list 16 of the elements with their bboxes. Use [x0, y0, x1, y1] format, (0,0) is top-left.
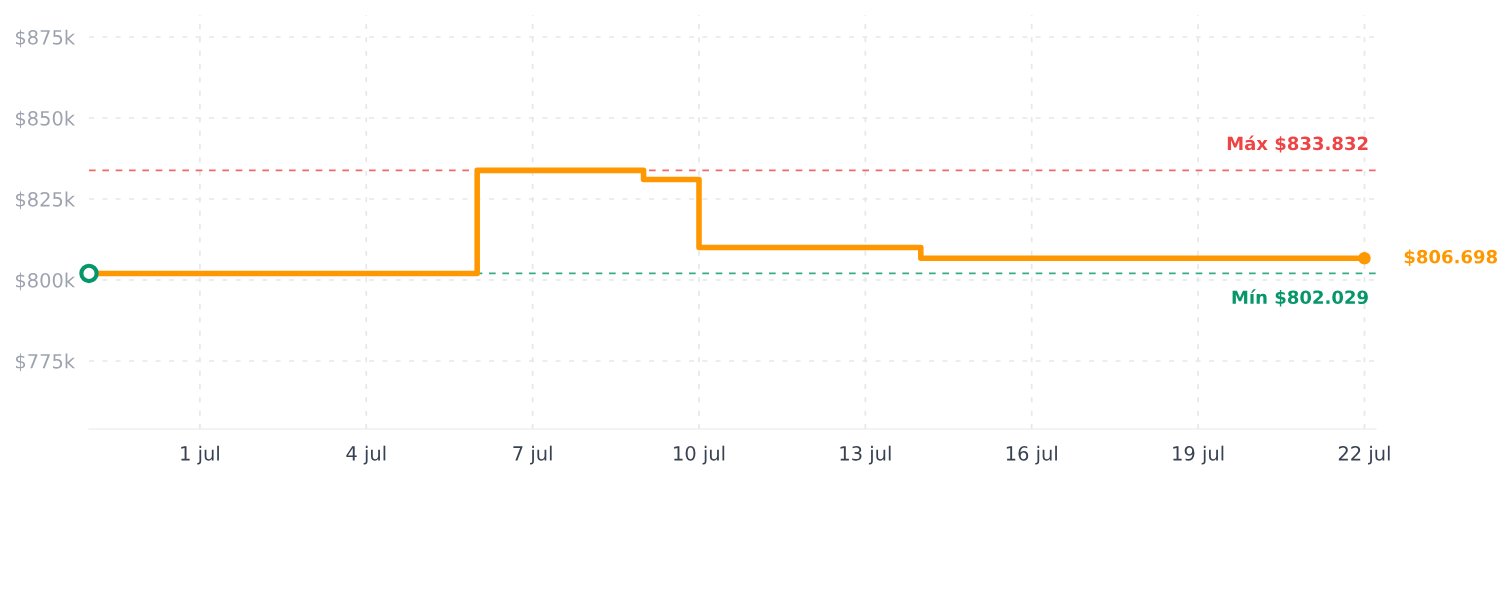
x-tick-label: 1 jul: [181, 445, 219, 465]
x-tick-label: 7 jul: [513, 445, 552, 465]
x-tick-label: 16 jul: [1006, 445, 1057, 465]
x-tick-label: 10 jul: [674, 445, 725, 465]
annotation: $806.698: [1404, 249, 1498, 266]
y-tick-label: $825k: [15, 191, 76, 210]
x-tick-label: 4 jul: [346, 445, 386, 465]
y-tick-label: $850k: [15, 110, 76, 129]
y-tick-label: $875k: [15, 29, 76, 48]
y-tick-label: $775k: [15, 353, 76, 372]
x-tick-label: 22 jul: [1338, 445, 1390, 465]
x-tick-label: 19 jul: [1173, 445, 1224, 465]
y-tick-label: $800k: [15, 272, 76, 291]
ref-line-label: Mín $802.029: [1232, 289, 1368, 307]
x-tick-label: 13 jul: [840, 445, 891, 465]
ref-line-label: Máx $833.832: [1227, 135, 1368, 153]
